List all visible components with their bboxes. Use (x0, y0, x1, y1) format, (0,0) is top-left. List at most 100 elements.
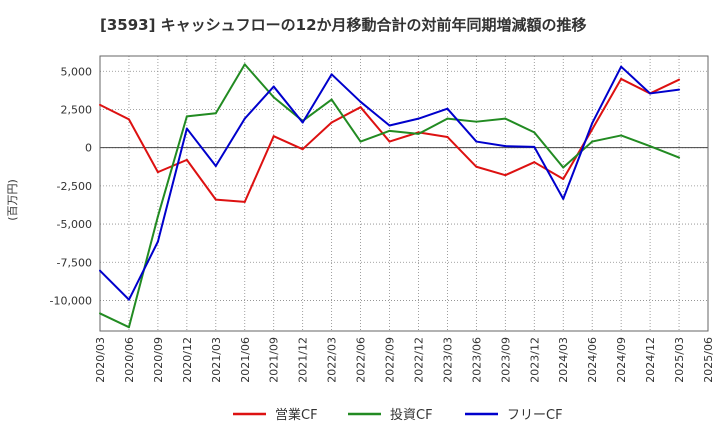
x-tick-label: 2024/09 (615, 337, 628, 383)
legend-item: 投資CF (348, 407, 433, 423)
data-point (504, 117, 507, 120)
x-tick-label: 2022/09 (384, 337, 397, 383)
data-point (359, 100, 362, 103)
data-point (446, 107, 449, 110)
data-point (272, 96, 275, 99)
data-point (475, 120, 478, 123)
data-point (562, 166, 565, 169)
x-tick-label: 2020/12 (181, 337, 194, 383)
data-point (330, 73, 333, 76)
x-tick-label: 2020/03 (94, 337, 107, 383)
data-point (156, 240, 159, 243)
data-point (99, 103, 101, 106)
data-point (649, 145, 652, 148)
data-point (185, 158, 188, 161)
data-point (301, 148, 304, 151)
legend-label: 営業CF (275, 407, 318, 423)
data-point (417, 132, 420, 135)
legend: 営業CF 投資CF フリーCF (233, 407, 563, 423)
legend-label: 投資CF (390, 407, 433, 423)
data-point (99, 269, 101, 272)
plot-frame (99, 55, 709, 332)
y-axis-ticks: 5,000 2,500 0 -2,500 -5,000 -7,500 -10,000 (50, 65, 92, 307)
data-point (388, 124, 391, 127)
x-tick-label: 2024/06 (586, 337, 599, 383)
data-point (99, 312, 101, 315)
x-tick-label: 2025/06 (702, 337, 715, 383)
data-point (678, 156, 681, 159)
x-tick-label: 2023/06 (470, 337, 483, 383)
data-point (620, 134, 623, 137)
grid (99, 55, 709, 332)
data-point (562, 197, 565, 200)
y-tick-label: -2,500 (57, 180, 92, 193)
x-tick-label: 2021/09 (268, 337, 281, 383)
data-point (446, 117, 449, 120)
data-point (330, 98, 333, 101)
x-tick-label: 2024/12 (644, 337, 657, 383)
data-point (185, 115, 188, 118)
y-axis-title: (百万円) (6, 179, 19, 221)
y-tick-label: -10,000 (50, 294, 92, 307)
series-lines (99, 63, 681, 329)
y-tick-label: 2,500 (61, 103, 93, 116)
y-tick-label: -5,000 (57, 218, 92, 231)
data-point (533, 161, 536, 164)
legend-item: 営業CF (233, 407, 318, 423)
data-point (620, 77, 623, 80)
data-point (475, 140, 478, 143)
data-point (620, 65, 623, 68)
x-tick-label: 2021/03 (210, 337, 223, 383)
data-point (562, 177, 565, 180)
data-point (678, 88, 681, 91)
data-point (272, 85, 275, 88)
data-point (417, 117, 420, 120)
y-tick-label: 0 (85, 142, 92, 155)
data-point (272, 135, 275, 138)
x-tick-label: 2024/03 (557, 337, 570, 383)
series-3 (99, 65, 681, 301)
data-point (591, 140, 594, 143)
x-axis-ticks: 2020/03 2020/06 2020/09 2020/12 2021/03 2021/… (94, 337, 715, 383)
data-point (388, 129, 391, 132)
data-point (243, 200, 246, 203)
data-point (156, 171, 159, 174)
x-tick-label: 2023/12 (528, 337, 541, 383)
data-point (185, 127, 188, 130)
data-point (156, 215, 159, 218)
data-point (243, 63, 246, 66)
x-tick-label: 2022/03 (326, 337, 339, 383)
data-point (388, 140, 391, 143)
data-point (243, 117, 246, 120)
x-tick-label: 2023/03 (441, 337, 454, 383)
legend-item: フリーCF (465, 408, 563, 423)
data-point (214, 165, 217, 167)
data-point (591, 122, 594, 125)
x-tick-label: 2022/12 (412, 337, 425, 383)
data-point (446, 135, 449, 138)
x-tick-label: 2021/06 (239, 337, 252, 383)
y-tick-label: 5,000 (61, 65, 93, 78)
data-point (533, 131, 536, 134)
data-point (330, 121, 333, 124)
data-point (214, 198, 217, 201)
x-tick-label: 2022/06 (355, 337, 368, 383)
data-point (678, 78, 681, 81)
data-point (359, 140, 362, 143)
data-point (127, 298, 130, 301)
x-tick-label: 2020/09 (152, 337, 165, 383)
data-point (591, 128, 594, 131)
y-tick-label: -7,500 (57, 256, 92, 269)
data-point (504, 174, 507, 177)
plot-area (100, 56, 708, 331)
data-point (301, 121, 304, 124)
data-point (475, 165, 478, 168)
legend-label: フリーCF (507, 408, 563, 423)
x-tick-label: 2020/06 (123, 337, 136, 383)
data-point (359, 106, 362, 109)
data-point (504, 145, 507, 148)
data-point (649, 92, 652, 95)
data-point (214, 112, 217, 115)
chart-title: [3593] キャッシュフローの12か月移動合計の対前年同期増減額の推移 (100, 16, 587, 34)
